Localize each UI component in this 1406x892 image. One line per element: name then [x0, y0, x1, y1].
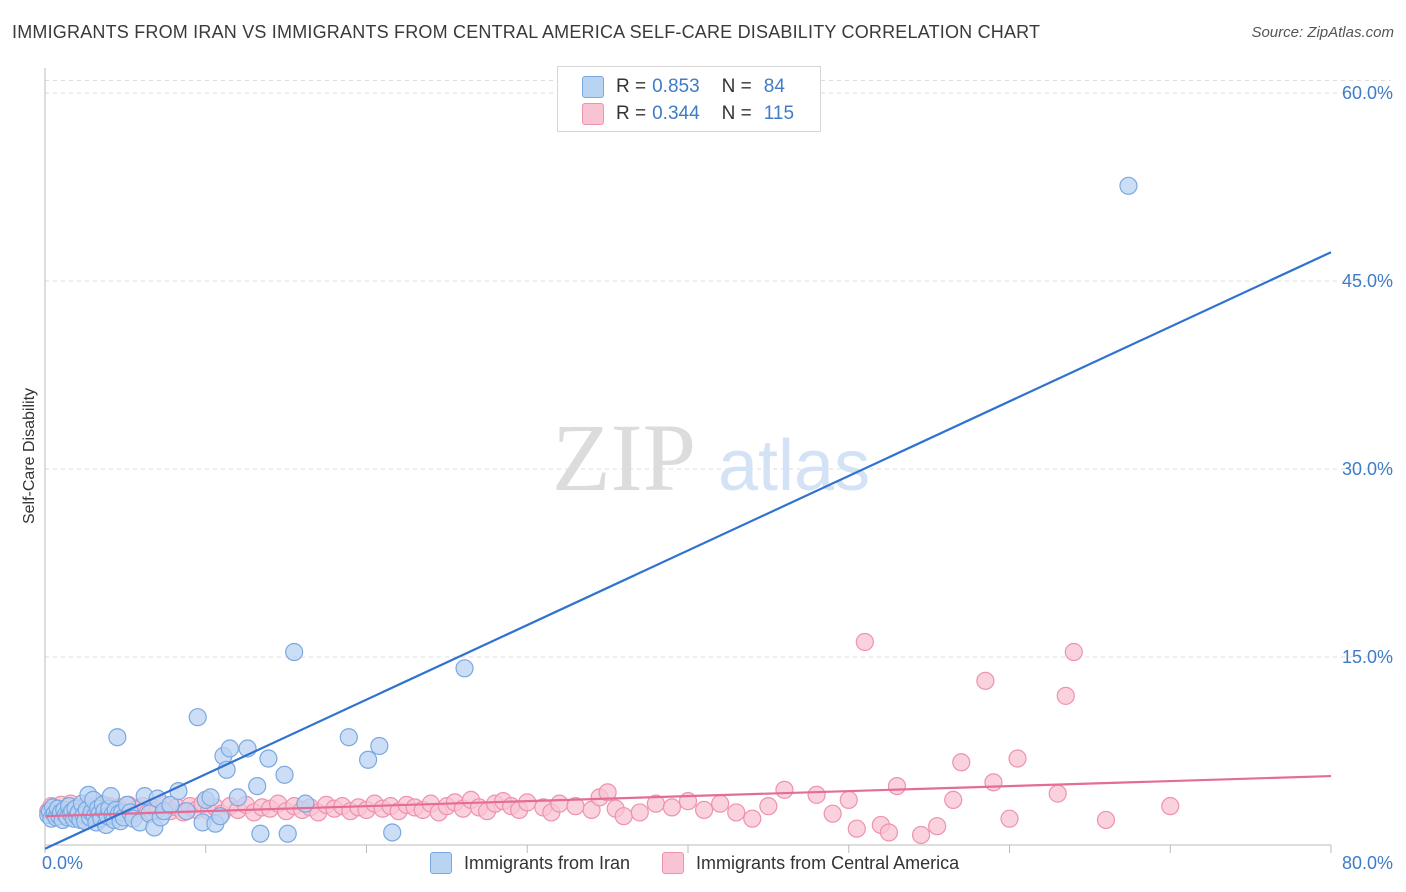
data-point-iran — [188, 708, 207, 727]
data-point-iran — [108, 728, 127, 747]
series-legend: Immigrants from Iran Immigrants from Cen… — [430, 852, 991, 874]
legend-r-value: 0.344 — [652, 103, 700, 124]
legend-r-label: R = — [616, 103, 647, 124]
data-point-central-america — [847, 819, 866, 838]
y-tick-label: 30.0% — [1342, 459, 1393, 479]
data-point-central-america — [928, 817, 947, 836]
data-point-central-america — [775, 780, 794, 799]
stats-legend: R = 0.853 N = 84 R = 0.344 N = 115 — [557, 66, 821, 132]
data-point-iran — [383, 823, 402, 842]
data-point-central-america — [823, 804, 842, 823]
data-point-central-america — [839, 790, 858, 809]
data-point-central-america — [1064, 642, 1083, 662]
data-point-central-america — [694, 800, 714, 820]
data-point-iran — [251, 824, 270, 843]
x-ticks — [44, 845, 1332, 853]
y-tick-label: 15.0% — [1342, 647, 1393, 667]
x-tick-label-min: 0.0% — [42, 853, 83, 873]
legend-r-value: 0.853 — [652, 76, 700, 97]
data-point-central-america — [1008, 749, 1027, 768]
legend-n-value: 115 — [763, 103, 795, 124]
data-point-central-america — [614, 807, 633, 826]
data-point-central-america — [550, 794, 569, 813]
data-point-iran — [455, 659, 474, 678]
data-point-central-america — [1056, 686, 1075, 705]
data-point-central-america — [944, 790, 963, 809]
data-point-central-america — [743, 809, 762, 828]
data-point-central-america — [1048, 784, 1067, 803]
series-iran — [39, 176, 1138, 843]
trendline-iran — [44, 251, 1332, 850]
data-point-iran — [359, 750, 378, 769]
data-point-iran — [259, 749, 278, 768]
data-point-central-america — [911, 825, 931, 845]
trendlines — [44, 251, 1332, 850]
data-point-iran — [220, 739, 239, 758]
series-legend-label-iran: Immigrants from Iran — [464, 852, 631, 873]
data-point-iran — [275, 765, 294, 784]
data-point-central-america — [630, 803, 649, 822]
data-point-central-america — [807, 785, 826, 804]
data-point-iran — [296, 794, 315, 813]
y-tick-label: 45.0% — [1342, 271, 1393, 291]
y-tick-labels: 15.0% 30.0% 45.0% 60.0% — [1342, 83, 1393, 667]
data-point-central-america — [759, 797, 778, 816]
data-point-central-america — [976, 671, 995, 690]
series-legend-label-central-america: Immigrants from Central America — [696, 852, 960, 873]
legend-row-central-america: R = 0.344 N = 115 — [582, 102, 794, 126]
data-point-iran — [285, 642, 304, 662]
data-point-iran — [1119, 176, 1138, 195]
source-credit: Source: ZipAtlas.com — [1251, 24, 1394, 41]
legend-row-iran: R = 0.853 N = 84 — [582, 75, 785, 99]
data-point-iran — [248, 776, 267, 796]
data-point-iran — [278, 824, 297, 843]
legend-n-label: N = — [721, 76, 752, 97]
data-point-central-america — [711, 794, 730, 813]
series-legend-swatch-central-america — [662, 852, 685, 874]
data-point-central-america — [1000, 809, 1019, 828]
data-point-iran — [161, 795, 180, 814]
legend-swatch-iran — [582, 76, 604, 98]
data-point-central-america — [1096, 810, 1116, 830]
data-point-iran — [370, 736, 389, 756]
watermark-zip: ZIP — [552, 404, 696, 511]
legend-n-label: N = — [721, 103, 752, 124]
gridlines — [45, 80, 1391, 658]
legend-r-label: R = — [616, 76, 647, 97]
series-legend-iran: Immigrants from Iran — [430, 852, 630, 874]
legend-swatch-central-america — [582, 103, 604, 125]
chart-title: IMMIGRANTS FROM IRAN VS IMMIGRANTS FROM … — [12, 22, 1041, 42]
data-point-central-america — [887, 776, 907, 796]
data-point-central-america — [1161, 797, 1180, 816]
x-tick-label-max: 80.0% — [1342, 853, 1393, 873]
data-point-iran — [201, 788, 220, 807]
data-point-central-america — [984, 773, 1003, 792]
data-point-central-america — [855, 632, 874, 652]
data-point-central-america — [879, 823, 899, 842]
y-axis-title: Self-Care Disability — [21, 388, 38, 524]
trendline-central-america — [44, 774, 1332, 818]
watermark-atlas: atlas — [718, 426, 870, 506]
data-point-iran — [339, 728, 358, 747]
data-point-central-america — [598, 783, 617, 802]
data-point-central-america — [727, 803, 746, 822]
data-point-iran — [228, 788, 247, 807]
data-point-central-america — [952, 753, 971, 772]
y-tick-label: 60.0% — [1342, 83, 1393, 103]
watermark: ZIP atlas — [552, 404, 870, 511]
series-legend-swatch-iran — [430, 852, 452, 874]
legend-n-value: 84 — [763, 76, 785, 97]
data-point-central-america — [662, 798, 682, 817]
series-legend-central-america: Immigrants from Central America — [662, 852, 959, 874]
